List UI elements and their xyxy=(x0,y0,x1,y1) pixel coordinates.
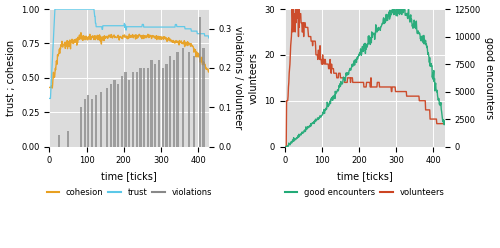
Bar xyxy=(166,64,168,147)
Bar xyxy=(88,95,90,147)
Bar xyxy=(114,80,116,147)
Bar xyxy=(124,72,126,147)
Bar xyxy=(193,56,196,147)
Bar xyxy=(110,84,112,147)
X-axis label: time [ticks]: time [ticks] xyxy=(337,171,392,181)
X-axis label: time [ticks]: time [ticks] xyxy=(102,171,157,181)
Legend: good encounters, volunteers: good encounters, volunteers xyxy=(282,185,448,200)
Y-axis label: violations / volunteer: violations / volunteer xyxy=(234,26,243,129)
Bar xyxy=(143,68,145,147)
Bar xyxy=(67,131,69,147)
Bar xyxy=(94,95,97,147)
Bar xyxy=(173,60,175,147)
Y-axis label: good encounters: good encounters xyxy=(484,37,494,119)
Bar xyxy=(117,84,119,147)
Bar xyxy=(84,99,86,147)
Bar xyxy=(58,135,59,147)
Bar xyxy=(162,68,164,147)
Bar xyxy=(199,17,201,147)
Bar xyxy=(100,92,102,147)
Legend: cohesion, trust, violations: cohesion, trust, violations xyxy=(43,185,216,200)
Bar xyxy=(202,48,204,147)
Bar xyxy=(106,88,108,147)
Bar xyxy=(169,56,172,147)
Bar xyxy=(188,52,190,147)
Y-axis label: trust ; cohesion: trust ; cohesion xyxy=(6,40,16,116)
Bar xyxy=(146,68,149,147)
Bar xyxy=(176,52,178,147)
Bar xyxy=(91,99,93,147)
Bar xyxy=(140,68,141,147)
Bar xyxy=(182,48,184,147)
Bar xyxy=(80,107,82,147)
Bar xyxy=(128,80,130,147)
Bar xyxy=(150,60,152,147)
Bar xyxy=(120,76,123,147)
Bar xyxy=(136,72,138,147)
Y-axis label: volunteers: volunteers xyxy=(249,52,259,104)
Bar xyxy=(132,72,134,147)
Bar xyxy=(154,64,156,147)
Bar xyxy=(158,60,160,147)
